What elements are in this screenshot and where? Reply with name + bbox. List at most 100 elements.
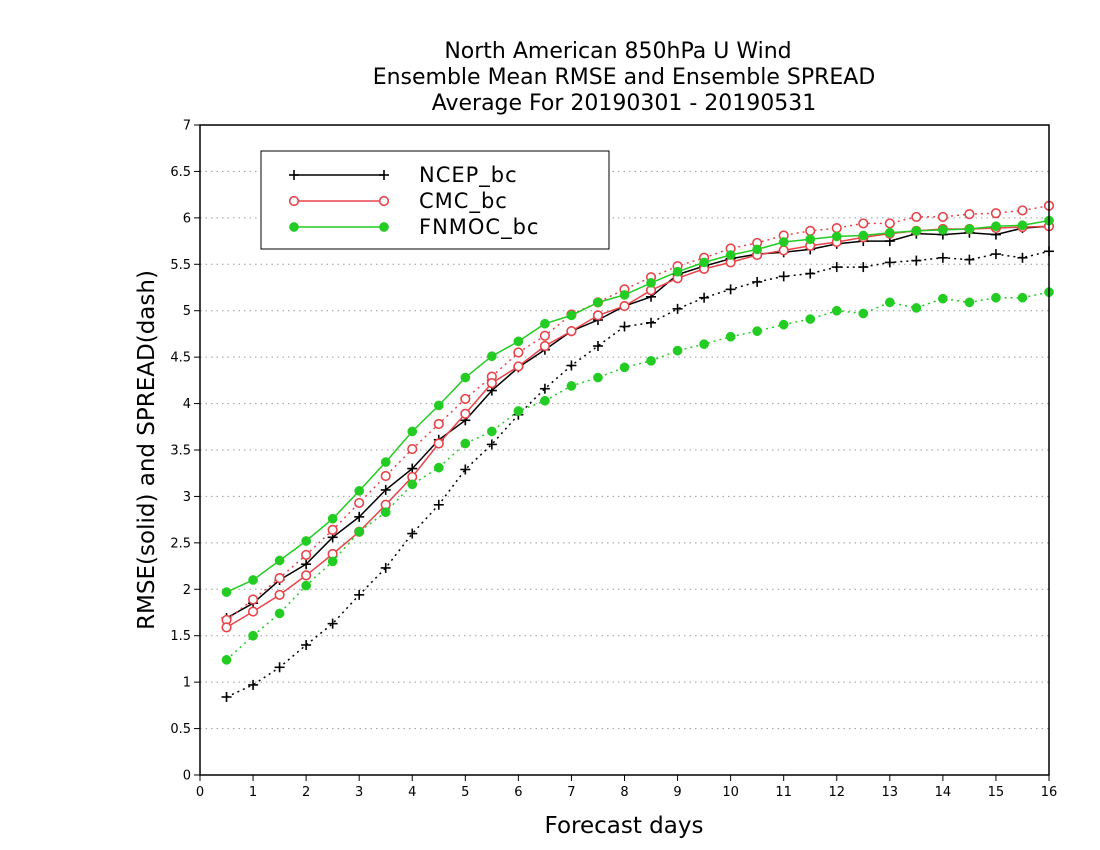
data-point-ncep_bc-spread: [274, 662, 285, 673]
y-tick-label: 1.5: [170, 629, 191, 644]
legend-marker: [289, 222, 299, 232]
data-point-fnmoc_bc-rmse: [672, 266, 683, 277]
data-point-cmc_bc-spread: [327, 524, 338, 535]
data-point-fnmoc_bc-rmse: [566, 310, 577, 321]
data-point-ncep_bc-spread: [619, 321, 630, 332]
data-point-ncep_bc-spread: [592, 341, 603, 351]
data-point-cmc_bc-spread: [1017, 205, 1028, 216]
data-point-ncep_bc-spread: [460, 464, 471, 475]
data-point-ncep_bc-spread: [752, 276, 763, 287]
data-point-fnmoc_bc-rmse: [778, 237, 789, 247]
data-point-cmc_bc-spread: [354, 497, 365, 509]
data-point-fnmoc_bc-spread: [884, 297, 895, 308]
data-point-fnmoc_bc-spread: [301, 580, 311, 591]
data-point-fnmoc_bc-rmse: [407, 426, 418, 437]
legend-marker: [289, 170, 299, 180]
data-point-fnmoc_bc-rmse: [752, 244, 763, 255]
data-point-ncep_bc-spread: [699, 292, 710, 303]
data-point-fnmoc_bc-rmse: [327, 513, 338, 524]
data-point-ncep_bc-rmse: [301, 559, 312, 570]
data-point-cmc_bc-rmse: [221, 622, 232, 633]
axes: 0 1 2 3 4 5 6 7 8 9 10 11 12 13 14 15 1600.511.522.533.5…: [170, 119, 1057, 801]
series-ncep_bc-spread: [221, 246, 1054, 702]
legend-marker: [379, 222, 389, 232]
data-point-fnmoc_bc-rmse: [274, 555, 285, 566]
data-point-cmc_bc-spread: [964, 209, 975, 220]
data-point-fnmoc_bc-rmse: [805, 234, 816, 245]
data-point-cmc_bc-spread: [990, 208, 1002, 219]
y-tick-label: 6: [183, 211, 191, 226]
data-point-fnmoc_bc-rmse: [221, 587, 232, 597]
data-point-cmc_bc-rmse: [566, 326, 577, 337]
x-tick-label: 1: [249, 785, 257, 800]
data-point-fnmoc_bc-spread: [274, 608, 285, 619]
data-point-ncep_bc-spread: [407, 528, 418, 539]
data-point-cmc_bc-spread: [513, 347, 524, 358]
x-axis-label: Forecast days: [545, 813, 704, 839]
data-point-fnmoc_bc-rmse: [380, 457, 391, 467]
x-tick-label: 3: [355, 785, 363, 800]
data-point-ncep_bc-spread: [937, 252, 948, 263]
data-point-fnmoc_bc-spread: [991, 292, 1001, 303]
legend-marker: [379, 170, 389, 180]
data-point-cmc_bc-rmse: [301, 570, 312, 581]
data-point-ncep_bc-spread: [964, 254, 975, 265]
data-point-fnmoc_bc-spread: [354, 526, 365, 537]
data-point-fnmoc_bc-rmse: [460, 372, 471, 383]
series-fnmoc_bc-spread: [221, 287, 1054, 665]
data-point-fnmoc_bc-rmse: [646, 278, 656, 288]
data-point-fnmoc_bc-spread: [964, 297, 975, 308]
data-point-fnmoc_bc-spread: [380, 507, 391, 518]
data-point-cmc_bc-rmse: [592, 310, 604, 321]
data-point-cmc_bc-rmse: [619, 300, 630, 312]
data-point-fnmoc_bc-spread: [593, 372, 603, 383]
data-point-fnmoc_bc-spread: [248, 630, 258, 641]
series-line-ncep_bc-spread: [226, 250, 1050, 698]
data-point-cmc_bc-spread: [911, 211, 922, 223]
data-point-ncep_bc-spread: [221, 692, 232, 702]
x-tick-label: 12: [828, 785, 845, 800]
data-point-ncep_bc-spread: [301, 640, 312, 650]
data-point-fnmoc_bc-rmse: [858, 230, 869, 241]
data-point-cmc_bc-rmse: [433, 438, 444, 449]
data-point-fnmoc_bc-spread: [938, 293, 948, 304]
legend-box: [260, 150, 610, 250]
y-tick-label: 7: [183, 119, 191, 134]
series-line-fnmoc_bc-spread: [225, 291, 1050, 661]
data-point-ncep_bc-spread: [805, 268, 816, 279]
legend-item-ncep_bc: NCEP_bc: [289, 163, 517, 188]
x-tick-label: 10: [722, 785, 739, 800]
data-point-fnmoc_bc-rmse: [513, 336, 524, 347]
x-tick-label: 14: [935, 785, 952, 800]
data-point-fnmoc_bc-spread: [778, 319, 789, 330]
data-point-fnmoc_bc-spread: [1017, 292, 1028, 303]
y-tick-label: 0.5: [170, 722, 191, 737]
title-line-1: North American 850hPa U Wind: [444, 39, 791, 64]
data-point-fnmoc_bc-rmse: [593, 297, 603, 308]
data-point-cmc_bc-rmse: [513, 361, 524, 372]
data-point-cmc_bc-spread: [247, 594, 259, 605]
series-ncep_bc-rmse: [221, 221, 1054, 624]
data-point-ncep_bc-spread: [433, 499, 444, 510]
data-point-fnmoc_bc-spread: [460, 438, 471, 449]
series-line-ncep_bc-rmse: [226, 225, 1050, 619]
data-point-fnmoc_bc-spread: [831, 305, 842, 316]
chart-title: North American 850hPa U Wind Ensemble Me…: [373, 39, 876, 116]
legend-marker: [288, 195, 300, 207]
y-tick-label: 3.5: [170, 444, 191, 459]
legend-label: CMC_bc: [419, 189, 508, 214]
data-point-cmc_bc-spread: [274, 573, 285, 584]
series-cmc_bc-spread: [221, 200, 1055, 626]
data-point-cmc_bc-rmse: [274, 589, 285, 600]
data-point-fnmoc_bc-spread: [858, 308, 869, 319]
data-point-fnmoc_bc-spread: [699, 339, 709, 349]
plot-series: [221, 200, 1055, 702]
data-point-ncep_bc-spread: [354, 589, 365, 600]
legend-label: FNMOC_bc: [419, 215, 539, 240]
data-point-fnmoc_bc-rmse: [433, 400, 444, 411]
y-tick-label: 3: [183, 490, 191, 505]
data-point-cmc_bc-rmse: [539, 340, 551, 352]
data-point-fnmoc_bc-spread: [327, 556, 338, 567]
